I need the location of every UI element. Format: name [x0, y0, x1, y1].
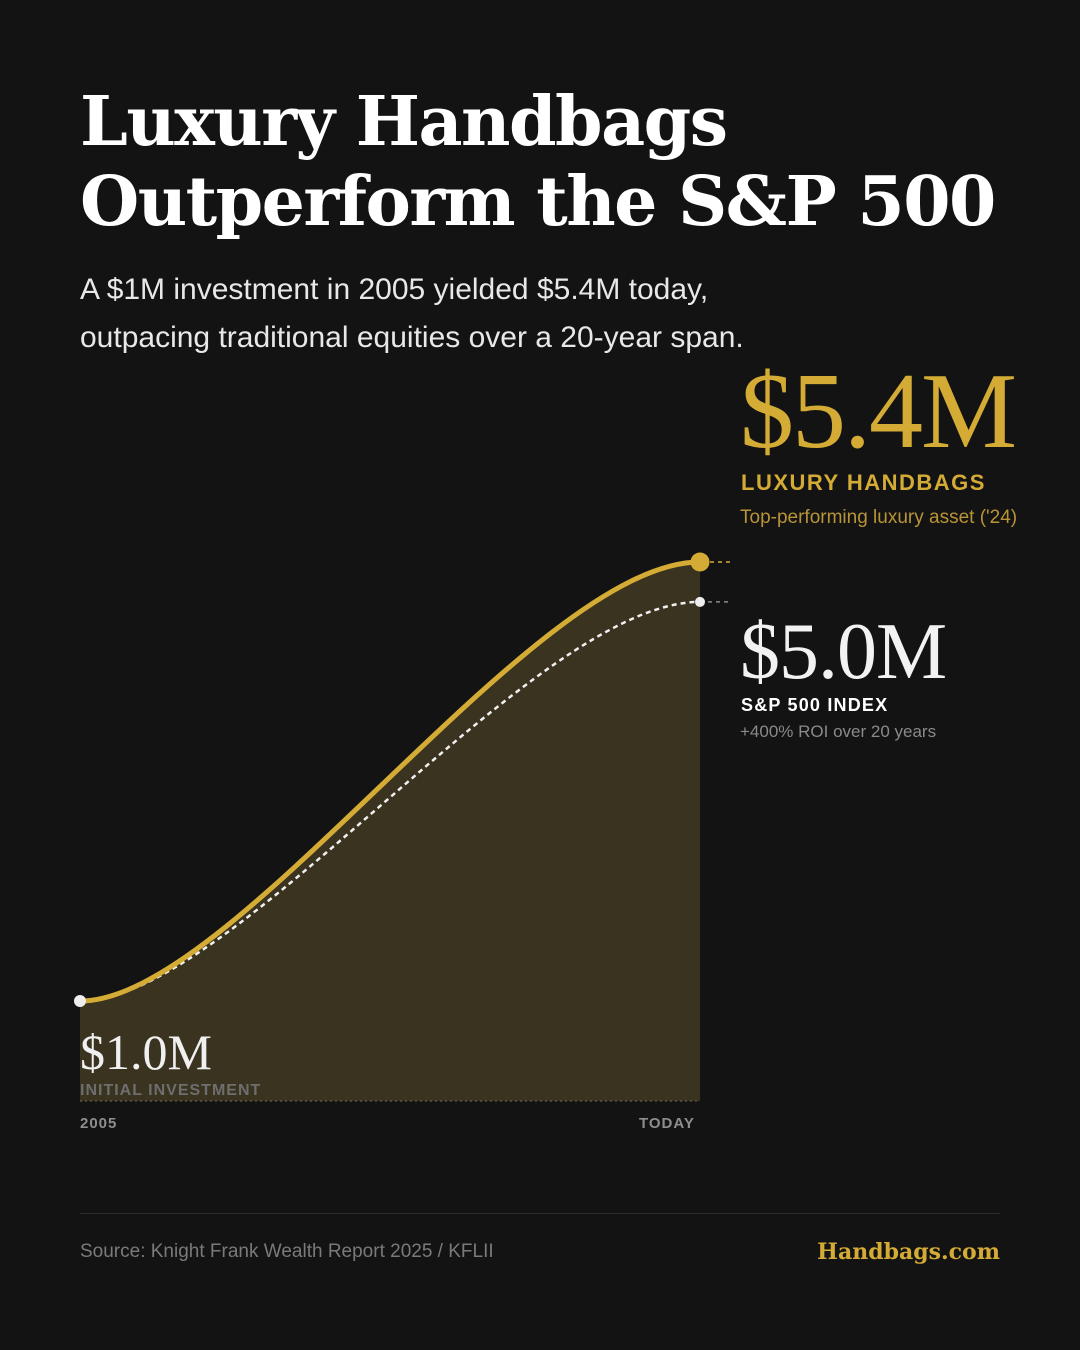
- sp500-end-point: [695, 596, 705, 607]
- sp500-line: [79, 600, 701, 1003]
- sp500-series-label: S&P 500 INDEX: [741, 695, 889, 715]
- x-tick-end: TODAY: [639, 1115, 695, 1132]
- luxury-end-point: [690, 552, 710, 572]
- chart-title: Luxury Handbags Outperform the S&P 500: [80, 82, 1040, 242]
- luxury-area-fill: [80, 562, 700, 1101]
- sp500-final-value: $5.0M: [740, 608, 947, 696]
- sp500-note: +400% ROI over 20 years: [740, 722, 937, 741]
- footer-divider: [80, 1213, 1000, 1214]
- luxury-final-value: $5.4M: [740, 352, 1017, 471]
- subtitle-line-2: outpacing traditional equities over a 20…: [80, 321, 744, 354]
- title-line-1: Luxury Handbags: [80, 82, 728, 162]
- title-line-2: Outperform the S&P 500: [80, 162, 996, 242]
- chart-subtitle: A $1M investment in 2005 yielded $5.4M t…: [80, 266, 1020, 362]
- luxury-line: [77, 559, 703, 1004]
- initial-investment-label: INITIAL INVESTMENT: [80, 1082, 262, 1099]
- brand-logo: Handbags.com: [817, 1239, 1000, 1265]
- luxury-note: Top-performing luxury asset ('24): [740, 507, 1018, 528]
- luxury-series-label: LUXURY HANDBAGS: [741, 470, 986, 495]
- initial-investment-value: $1.0M: [80, 1024, 212, 1080]
- start-point: [74, 995, 86, 1007]
- source-note: Source: Knight Frank Wealth Report 2025 …: [80, 1241, 494, 1262]
- x-tick-start: 2005: [80, 1115, 118, 1132]
- subtitle-line-1: A $1M investment in 2005 yielded $5.4M t…: [80, 273, 709, 306]
